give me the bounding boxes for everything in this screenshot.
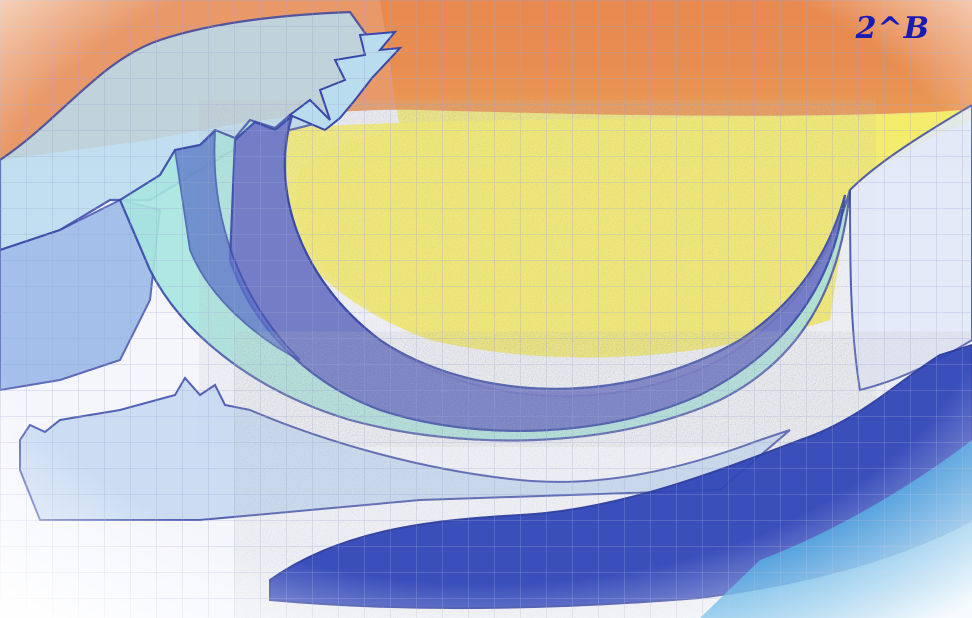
artist-signature: 2^B: [855, 11, 930, 46]
